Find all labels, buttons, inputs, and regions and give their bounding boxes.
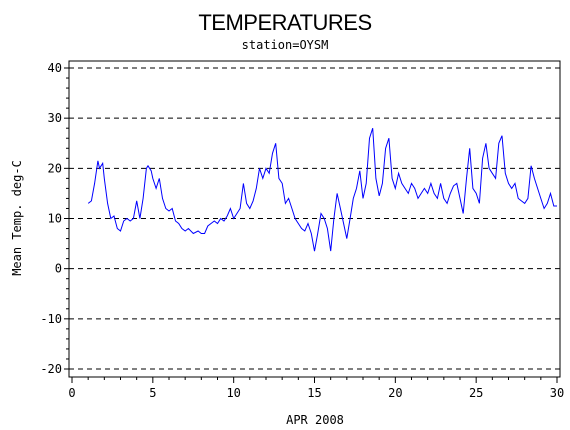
y-tick-label: 10 [48, 212, 62, 226]
y-axis-label: Mean Temp. deg-C [10, 160, 24, 276]
y-axis: -20 -10 0 10 20 30 40 [40, 61, 69, 376]
x-tick-label: 25 [469, 386, 483, 400]
x-tick-label: 20 [388, 386, 402, 400]
temperature-line [87, 128, 557, 252]
chart-subtitle: station=OYSM [242, 38, 329, 52]
y-tick-label: 40 [48, 61, 62, 75]
y-tick-label: 20 [48, 161, 62, 175]
chart-title: TEMPERATURES [198, 10, 371, 35]
x-tick-label: 30 [550, 386, 564, 400]
x-tick-label: 10 [226, 386, 240, 400]
x-tick-label: 15 [307, 386, 321, 400]
y-tick-label: -10 [40, 312, 62, 326]
y-tick-label: -20 [40, 362, 62, 376]
y-tick-label: 0 [55, 262, 62, 276]
x-axis: 0 5 10 15 20 25 30 [68, 377, 564, 400]
x-tick-label: 0 [68, 386, 75, 400]
x-axis-label: APR 2008 [286, 413, 344, 427]
x-tick-label: 5 [149, 386, 156, 400]
grid-lines [69, 67, 560, 370]
y-tick-label: 30 [48, 111, 62, 125]
